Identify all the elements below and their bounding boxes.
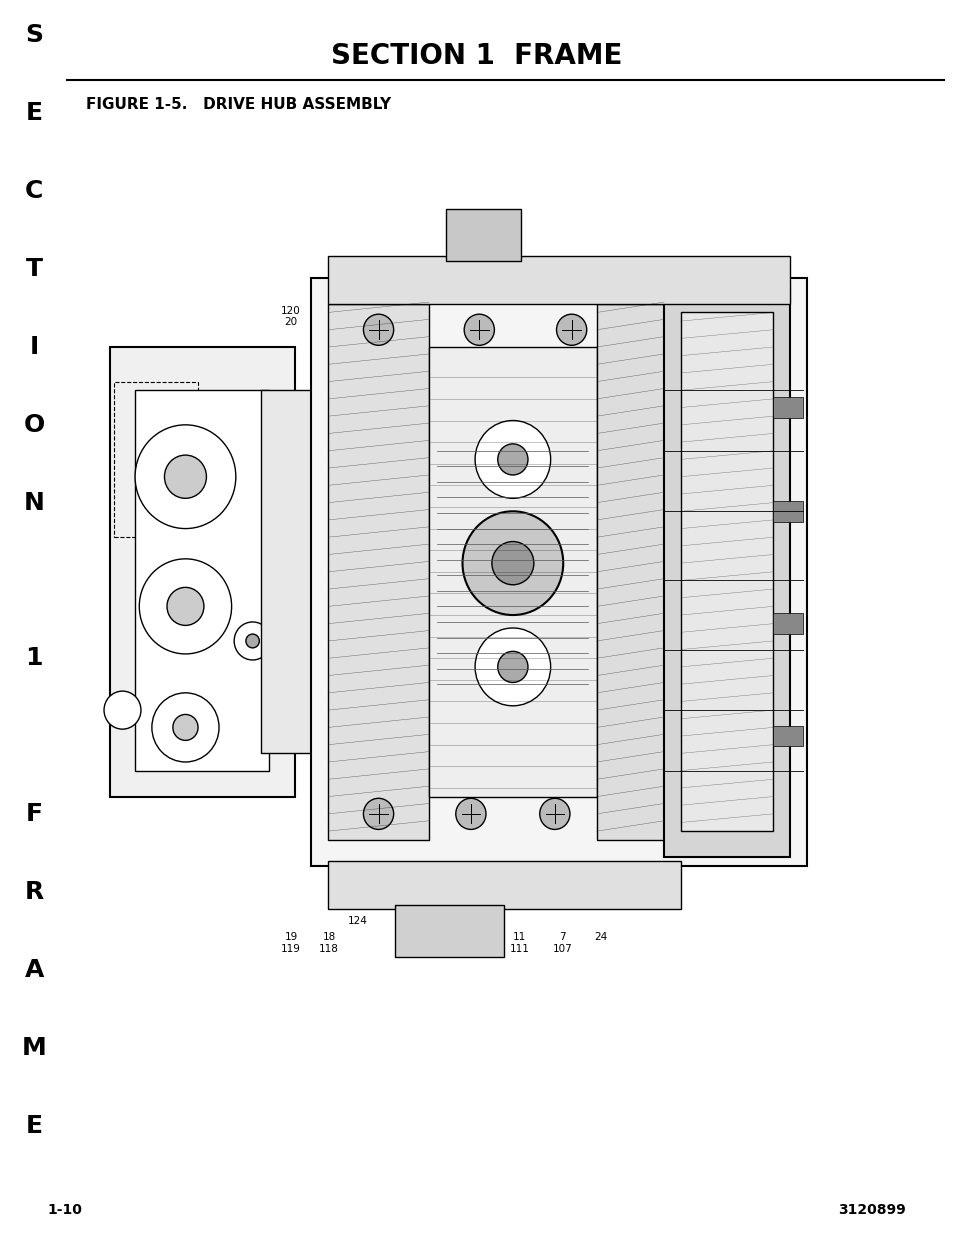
Bar <box>114 382 198 537</box>
Circle shape <box>475 524 550 603</box>
Circle shape <box>492 541 534 584</box>
Text: E: E <box>26 1114 43 1139</box>
Text: 7
107: 7 107 <box>553 932 572 953</box>
Circle shape <box>172 714 198 740</box>
Text: 124: 124 <box>348 916 367 926</box>
Circle shape <box>139 558 232 655</box>
Circle shape <box>167 588 204 625</box>
Text: 105
5: 105 5 <box>700 427 720 450</box>
Text: T: T <box>26 257 43 280</box>
Text: 120
20: 120 20 <box>281 306 300 327</box>
Circle shape <box>164 456 206 499</box>
Text: R: R <box>25 881 44 904</box>
Circle shape <box>233 622 271 659</box>
Bar <box>663 287 789 857</box>
Bar <box>597 304 663 840</box>
Circle shape <box>462 511 562 615</box>
Circle shape <box>363 314 394 346</box>
Text: 114
14: 114 14 <box>457 306 476 327</box>
Text: 104
4: 104 4 <box>700 501 720 524</box>
Text: 102
2: 102 2 <box>700 582 720 604</box>
Text: 11
111: 11 111 <box>510 932 529 953</box>
Bar <box>135 390 269 771</box>
Text: 121
21: 121 21 <box>233 366 253 388</box>
Text: 108
8: 108 8 <box>700 538 720 561</box>
Text: 12
112: 12 112 <box>472 932 491 953</box>
Text: 3120899: 3120899 <box>838 1203 905 1218</box>
Circle shape <box>497 443 527 475</box>
Text: A: A <box>25 958 44 982</box>
Bar <box>328 862 680 909</box>
Text: 15
115: 15 115 <box>424 932 443 953</box>
Circle shape <box>363 798 394 830</box>
Circle shape <box>135 425 235 529</box>
Circle shape <box>152 693 219 762</box>
Bar <box>772 398 801 417</box>
Text: 103
3: 103 3 <box>700 396 720 419</box>
Bar <box>311 278 806 866</box>
Text: 116
16: 116 16 <box>424 306 443 327</box>
Text: 110
10: 110 10 <box>562 306 581 327</box>
Text: 18
118: 18 118 <box>319 932 338 953</box>
Text: 101
1: 101 1 <box>700 662 720 684</box>
Text: N: N <box>24 490 45 515</box>
Bar <box>429 347 597 797</box>
Text: C: C <box>25 179 44 203</box>
Bar <box>110 347 294 797</box>
Circle shape <box>456 798 485 830</box>
Text: 122
22: 122 22 <box>167 403 186 425</box>
Text: FIGURE 1-5.   DRIVE HUB ASSEMBLY: FIGURE 1-5. DRIVE HUB ASSEMBLY <box>86 98 391 112</box>
Bar <box>328 304 429 840</box>
Text: M: M <box>22 1036 47 1060</box>
Circle shape <box>475 420 550 499</box>
Bar <box>680 312 772 831</box>
Circle shape <box>556 314 586 346</box>
Text: 109
9: 109 9 <box>500 306 519 327</box>
Circle shape <box>497 651 527 683</box>
Text: F: F <box>26 803 43 826</box>
Circle shape <box>104 692 141 729</box>
Bar <box>772 501 801 521</box>
Text: SECTION 1  FRAME: SECTION 1 FRAME <box>331 42 622 69</box>
Circle shape <box>539 798 569 830</box>
Text: 117
17: 117 17 <box>367 306 386 327</box>
Text: 1-10: 1-10 <box>48 1203 83 1218</box>
Bar <box>328 257 789 304</box>
Bar <box>445 209 520 261</box>
Circle shape <box>475 627 550 706</box>
Text: 19
119: 19 119 <box>281 932 300 953</box>
Circle shape <box>464 314 494 346</box>
Bar <box>772 726 801 746</box>
Circle shape <box>246 634 259 648</box>
Circle shape <box>497 547 527 579</box>
Text: I: I <box>30 335 39 358</box>
Text: S: S <box>26 22 43 47</box>
Text: O: O <box>24 412 45 436</box>
Text: E: E <box>26 101 43 125</box>
Bar <box>395 904 504 956</box>
Text: 123
23: 123 23 <box>224 403 243 425</box>
Text: 106
6: 106 6 <box>700 464 720 487</box>
Bar <box>772 614 801 634</box>
Text: 1: 1 <box>26 646 43 671</box>
Text: 24: 24 <box>594 932 607 942</box>
Text: 113
13: 113 13 <box>319 306 338 327</box>
Bar <box>261 390 328 753</box>
